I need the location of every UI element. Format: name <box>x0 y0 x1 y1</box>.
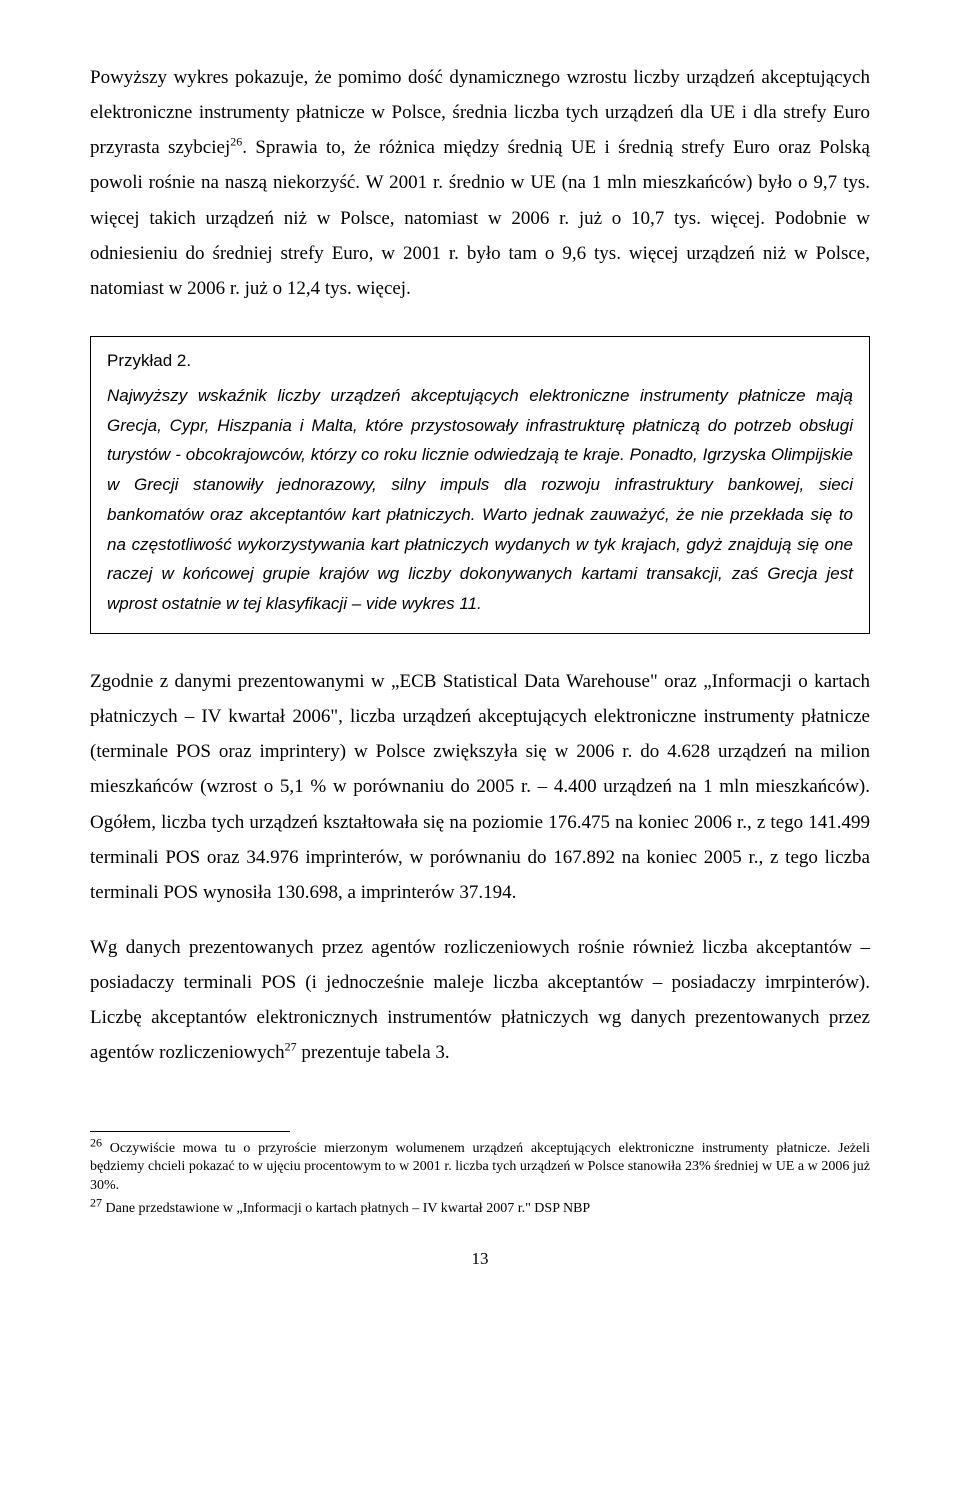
footnote-26: 26 Oczywiście mowa tu o przyroście mierz… <box>90 1140 870 1197</box>
paragraph-3: Wg danych prezentowanych przez agentów r… <box>90 930 870 1071</box>
paragraph-1: Powyższy wykres pokazuje, że pomimo dość… <box>90 60 870 306</box>
paragraph-3-text-2: prezentuje tabela 3. <box>297 1042 450 1063</box>
paragraph-1-text-2: . Sprawia to, że różnica między średnią … <box>90 137 870 299</box>
paragraph-2: Zgodnie z danymi prezentowanymi w „ECB S… <box>90 664 870 910</box>
footnote-ref-26: 26 <box>230 135 242 149</box>
example-title: Przykład 2. <box>107 351 853 371</box>
example-body: Najwyższy wskaźnik liczby urządzeń akcep… <box>107 381 853 619</box>
footnote-27-number: 27 <box>90 1196 102 1210</box>
footnote-ref-27: 27 <box>285 1040 297 1054</box>
footnote-divider <box>90 1131 290 1132</box>
example-box: Przykład 2. Najwyższy wskaźnik liczby ur… <box>90 336 870 634</box>
page-number: 13 <box>90 1249 870 1269</box>
paragraph-3-text-1: Wg danych prezentowanych przez agentów r… <box>90 937 870 1063</box>
footnote-26-number: 26 <box>90 1135 102 1149</box>
footnote-27-text: Dane przedstawione w „Informacji o karta… <box>102 1201 590 1216</box>
footnote-26-text: Oczywiście mowa tu o przyroście mierzony… <box>90 1141 870 1194</box>
page-container: Powyższy wykres pokazuje, że pomimo dość… <box>0 0 960 1309</box>
footnote-27: 27 Dane przedstawione w „Informacji o ka… <box>90 1200 870 1219</box>
